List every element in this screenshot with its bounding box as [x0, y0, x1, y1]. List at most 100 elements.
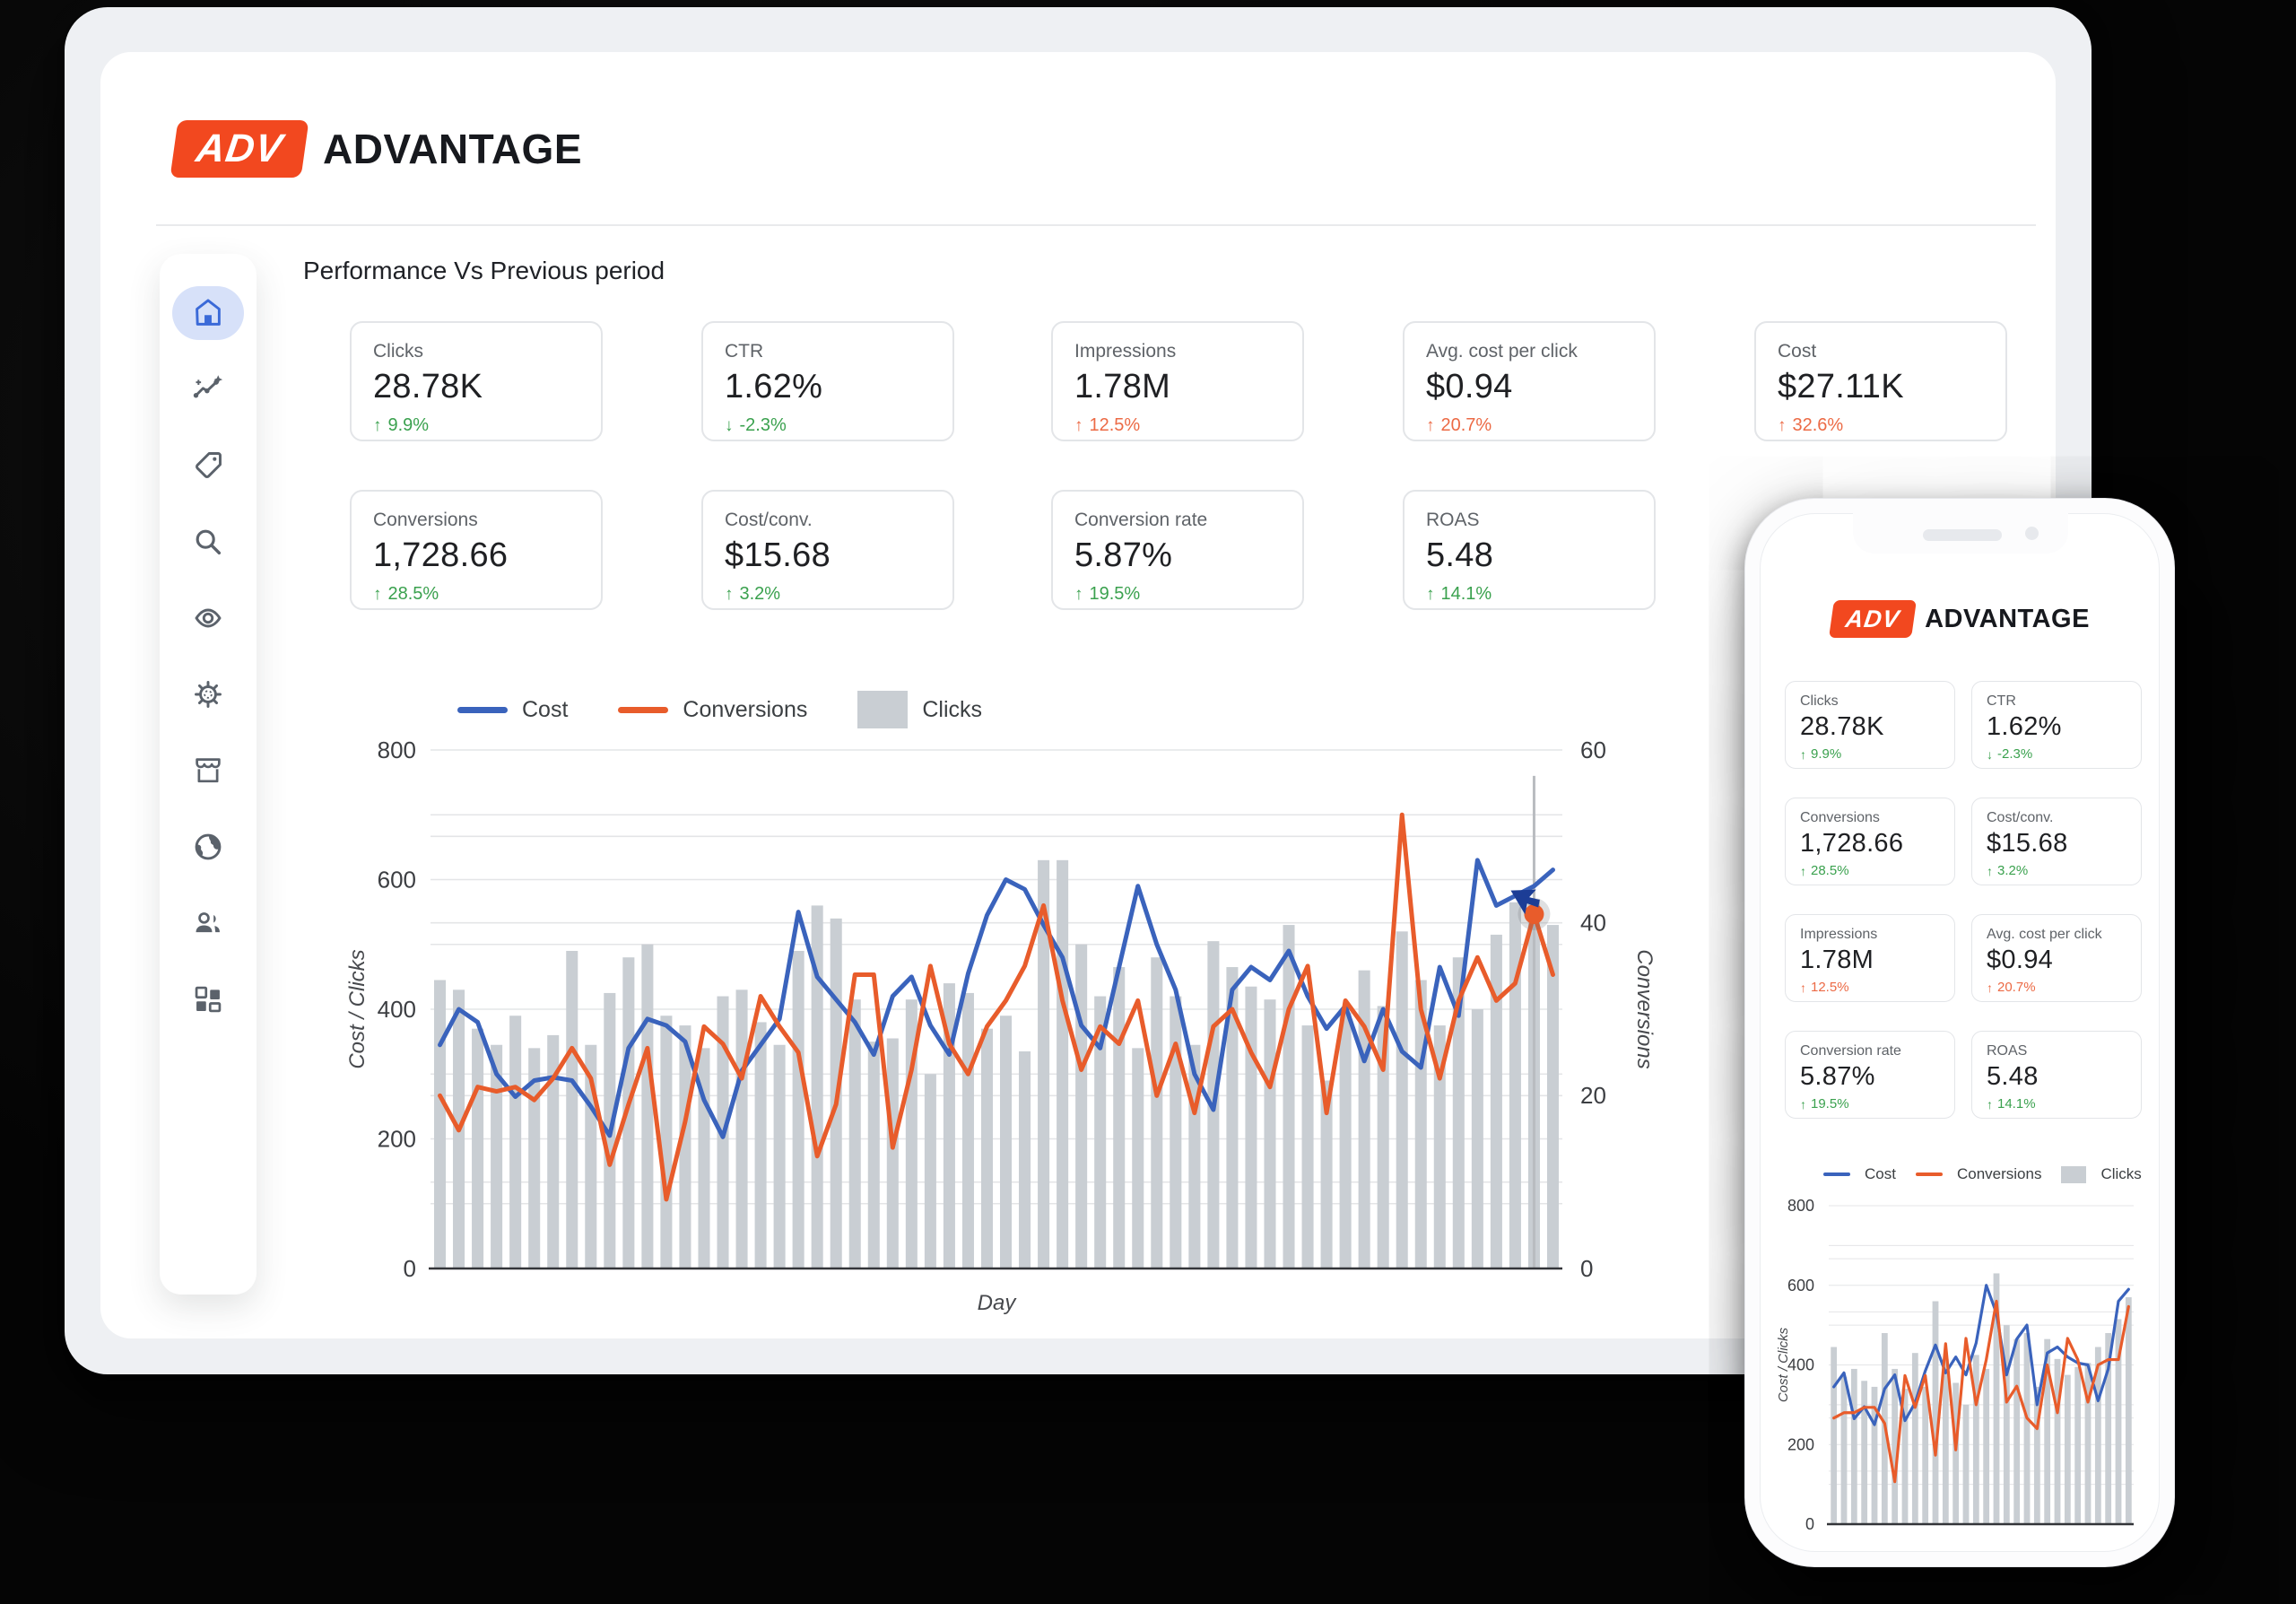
phone-app-logo[interactable]: ADV ADVANTAGE: [1761, 600, 2159, 638]
phone-logo-badge: ADV: [1829, 600, 1918, 638]
cursor-icon: [1510, 889, 1540, 915]
chart-legend: Cost Conversions Clicks: [457, 691, 982, 728]
kpi-value: 5.48: [1426, 536, 1494, 574]
kpi-card-avg-cost-per-click: Avg. cost per click $0.94 ↑ 20.7%: [1971, 914, 2142, 1002]
kpi-value: $0.94: [1987, 946, 2054, 974]
kpi-value: 1.78M: [1074, 368, 1171, 405]
kpi-value: 1.62%: [725, 368, 823, 405]
svg-text:40: 40: [1580, 910, 1606, 937]
sidebar-item-people[interactable]: [172, 896, 244, 950]
performance-chart[interactable]: 0 200 400 600 800 0 20 40 60 Cost / Clicks Convers…: [314, 732, 1713, 1328]
kpi-value: $15.68: [725, 536, 831, 574]
sidebar-item-gear[interactable]: [172, 667, 244, 721]
kpi-value: 28.78K: [373, 368, 483, 405]
desktop-screen: ADV ADVANTAGE Performance Vs Previous pe…: [100, 52, 2056, 1338]
trend-up-icon: ↑: [1800, 980, 1806, 995]
kpi-label: Cost/conv.: [725, 510, 813, 530]
gear-icon: [195, 681, 222, 708]
people-icon: [196, 912, 220, 933]
legend-item-conversions[interactable]: Conversions: [1915, 1165, 2041, 1183]
kpi-label: Conversions: [373, 510, 478, 530]
legend-item-cost[interactable]: Cost: [457, 697, 568, 723]
kpi-value: 1,728.66: [1800, 829, 1904, 858]
kpi-delta-value: 14.1%: [1440, 584, 1492, 604]
kpi-delta-value: 14.1%: [1997, 1096, 2036, 1111]
kpi-card-conversions: Conversions 1,728.66 ↑ 28.5%: [350, 490, 603, 610]
svg-text:0: 0: [1805, 1515, 1814, 1533]
trend-up-icon: ↑: [1987, 980, 1993, 995]
kpi-value: 1.62%: [1987, 712, 2062, 741]
svg-text:400: 400: [378, 996, 416, 1023]
logo-badge: ADV: [170, 120, 309, 178]
kpi-delta: ↑ 28.5%: [373, 584, 579, 605]
sidebar-item-eye[interactable]: [172, 591, 244, 645]
svg-text:200: 200: [378, 1125, 416, 1152]
kpi-value: 5.87%: [1074, 536, 1173, 574]
kpi-delta: ↑ 9.9%: [373, 415, 579, 436]
trend-up-icon: ↑: [1800, 863, 1806, 878]
kpi-card-cost: Cost $27.11K ↑ 32.6%: [1754, 321, 2007, 441]
kpi-delta-value: -2.3%: [1997, 746, 2033, 762]
svg-text:600: 600: [378, 866, 416, 893]
trend-up-icon: ↑: [1426, 415, 1435, 435]
svg-text:Day: Day: [978, 1291, 1018, 1315]
svg-text:600: 600: [1787, 1277, 1814, 1295]
svg-text:0: 0: [1580, 1255, 1593, 1282]
legend-item-clicks[interactable]: Clicks: [2061, 1165, 2142, 1183]
trend-up-icon: ↑: [1987, 1096, 1993, 1111]
sidebar-item-globe[interactable]: [172, 820, 244, 874]
legend-item-clicks[interactable]: Clicks: [857, 691, 982, 728]
legend-clicks-swatch: [2061, 1165, 2087, 1183]
kpi-delta: ↑ 20.7%: [1987, 980, 2126, 995]
phone-screen: ADV ADVANTAGE Clicks 28.78K ↑ 9.9% CTR 1.62% ↓…: [1760, 513, 2160, 1552]
kpi-label: ROAS: [1426, 510, 1480, 530]
trend-up-icon: ↑: [725, 584, 734, 604]
kpi-label: Avg. cost per click: [1426, 341, 1578, 362]
sidebar-item-tag[interactable]: [172, 439, 244, 493]
trend-up-icon: ↑: [1800, 746, 1806, 762]
sidebar-item-dashboard-grid[interactable]: [172, 972, 244, 1026]
logo-badge-text: ADV: [193, 126, 286, 170]
kpi-delta: ↑ 3.2%: [1987, 863, 2126, 878]
kpi-delta: ↑ 9.9%: [1800, 746, 1940, 762]
kpi-delta-value: 20.7%: [1440, 415, 1492, 435]
kpi-value: 5.87%: [1800, 1062, 1875, 1091]
trend-up-icon: ↑: [1074, 415, 1083, 435]
svg-text:0: 0: [404, 1255, 416, 1282]
kpi-delta-value: 9.9%: [387, 415, 430, 435]
sidebar-item-storefront[interactable]: [172, 744, 244, 798]
kpi-delta: ↑ 28.5%: [1800, 863, 1940, 878]
sidebar-nav: [160, 254, 257, 1295]
legend-item-conversions[interactable]: Conversions: [618, 697, 807, 723]
kpi-label: Cost/conv.: [1987, 810, 2054, 825]
kpi-delta-value: 19.5%: [1811, 1096, 1849, 1111]
kpi-card-roas: ROAS 5.48 ↑ 14.1%: [1971, 1031, 2142, 1119]
legend-clicks-swatch: [857, 691, 909, 728]
sidebar-item-search[interactable]: [172, 515, 244, 569]
kpi-card-conversions: Conversions 1,728.66 ↑ 28.5%: [1785, 798, 1955, 885]
dashboard-grid-icon: [195, 986, 222, 1013]
kpi-value: $27.11K: [1778, 368, 1904, 405]
kpi-value: $15.68: [1987, 829, 2068, 858]
kpi-label: ROAS: [1987, 1043, 2028, 1059]
svg-text:60: 60: [1580, 737, 1606, 763]
kpi-card-roas: ROAS 5.48 ↑ 14.1%: [1403, 490, 1656, 610]
search-icon: [196, 529, 222, 555]
phone-performance-chart[interactable]: 0 200 400 600 800 Cost / Clicks: [1773, 1185, 2153, 1547]
legend-label: Clicks: [922, 696, 983, 722]
svg-text:Conversions: Conversions: [1632, 949, 1657, 1068]
kpi-delta: ↓ -2.3%: [725, 415, 931, 436]
sidebar-item-home[interactable]: [172, 286, 244, 340]
phone-camera: [2025, 527, 2039, 540]
kpi-delta-value: 28.5%: [387, 584, 439, 604]
svg-text:Cost / Clicks: Cost / Clicks: [1776, 1327, 1791, 1402]
legend-label: Cost: [1865, 1165, 1896, 1182]
app-logo[interactable]: ADV ADVANTAGE: [170, 120, 582, 178]
kpi-label: Impressions: [1074, 341, 1177, 362]
kpi-value: $0.94: [1426, 368, 1513, 405]
legend-item-cost[interactable]: Cost: [1823, 1165, 1896, 1183]
trend-up-icon: ↑: [1426, 584, 1435, 604]
sidebar-item-insights[interactable]: [172, 362, 244, 416]
kpi-label: Avg. cost per click: [1987, 927, 2102, 942]
